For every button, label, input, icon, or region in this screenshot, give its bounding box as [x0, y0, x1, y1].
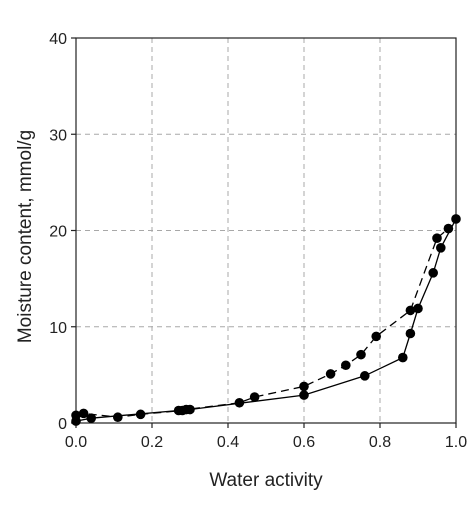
series-2-point [181, 404, 191, 415]
y-tick-label: 20 [49, 224, 67, 241]
x-tick-label: 0.6 [293, 434, 315, 451]
series-2-point [135, 409, 146, 420]
grid-lines [76, 38, 456, 423]
series-1-line [75, 218, 457, 422]
series-1 [71, 214, 461, 426]
series-2-point [234, 397, 245, 408]
series-2-point [443, 223, 454, 234]
x-tick-label: 0.4 [217, 434, 239, 451]
series-2-line [75, 228, 449, 418]
series-1-point [299, 390, 309, 400]
y-tick-label: 30 [49, 127, 67, 144]
axis-ticks [71, 37, 457, 428]
series-2-point [71, 410, 81, 421]
tick-labels: 0.0 0.2 0.4 0.6 0.8 1.0 0 10 20 30 40 [49, 31, 467, 451]
series-1-point [413, 303, 423, 314]
series-2-point [405, 305, 416, 316]
series-2-point [356, 349, 366, 360]
x-axis-label: Water activity [209, 470, 323, 491]
series-1-point [405, 328, 416, 339]
series-2-point [325, 369, 336, 379]
series-1-point [436, 243, 446, 253]
x-tick-label: 0.8 [369, 434, 391, 451]
data-series [71, 214, 461, 426]
x-tick-label: 0.2 [141, 434, 163, 451]
y-axis-label: Moisture content, mmol/g [15, 130, 36, 343]
series-2-point [432, 233, 442, 243]
series-1-point [398, 352, 408, 363]
series-2-point [341, 360, 351, 371]
series-2-point [299, 381, 309, 392]
y-tick-label: 10 [49, 320, 67, 337]
series-1-point [428, 268, 439, 278]
y-tick-label: 0 [58, 416, 67, 433]
series-1-point [360, 371, 370, 381]
x-tick-label: 1.0 [445, 434, 467, 451]
x-tick-label: 0.0 [65, 434, 87, 451]
series-2-point [371, 331, 382, 342]
series-1-point [451, 214, 461, 224]
series-2-point [249, 392, 260, 402]
series-2-point [78, 408, 89, 419]
y-tick-label: 40 [49, 31, 67, 48]
series-1-point [86, 413, 96, 423]
series-2-point [113, 412, 123, 423]
series-2 [71, 223, 454, 423]
